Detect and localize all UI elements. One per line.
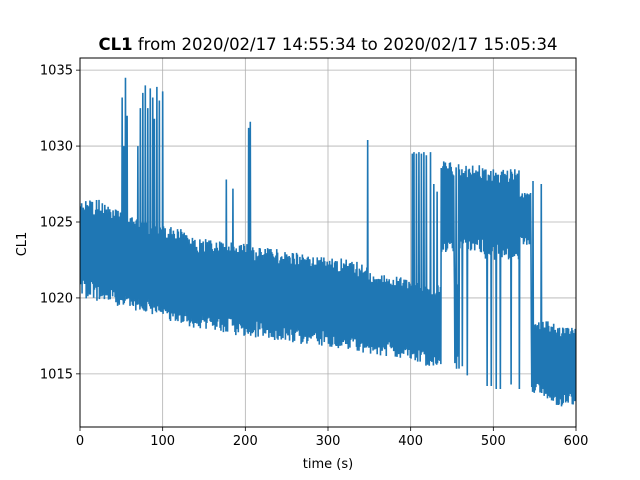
x-tick-label: 600: [564, 434, 589, 449]
x-tick-label: 200: [233, 434, 258, 449]
chart-title-rest: from 2020/02/17 14:55:34 to 2020/02/17 1…: [133, 35, 558, 54]
y-tick-label: 1015: [40, 367, 73, 382]
y-tick-label: 1030: [40, 140, 73, 155]
series-line-cl1: [80, 77, 576, 407]
x-tick-label: 300: [316, 434, 341, 449]
x-tick-label: 100: [150, 434, 175, 449]
x-axis-title: time (s): [303, 457, 353, 472]
y-tick-label: 1035: [40, 64, 73, 79]
chart-title: CL1 from 2020/02/17 14:55:34 to 2020/02/…: [99, 35, 558, 54]
y-tick-label: 1025: [40, 216, 73, 231]
x-tick-label: 500: [481, 434, 506, 449]
y-axis-title: CL1: [15, 232, 30, 257]
y-tick-label: 1020: [40, 291, 73, 306]
x-tick-label: 400: [398, 434, 423, 449]
x-tick-label: 0: [76, 434, 84, 449]
axis-ticks: 0 100 200 300 400 500 600 1015 1020 1025 1030 1035: [40, 64, 589, 449]
chart-title-bold: CL1: [99, 35, 133, 54]
plot-area: [80, 77, 576, 407]
